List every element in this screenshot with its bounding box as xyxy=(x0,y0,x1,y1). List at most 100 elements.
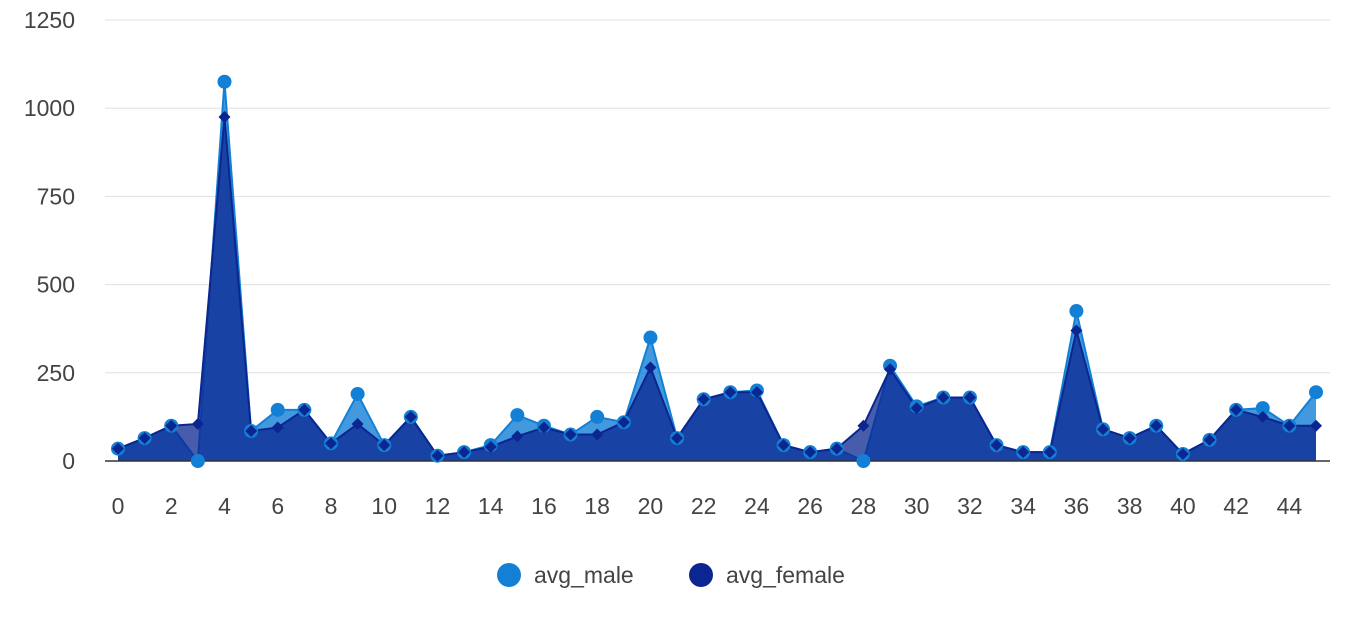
point-avg_female[interactable] xyxy=(1256,410,1269,423)
x-tick-label: 20 xyxy=(638,493,664,519)
point-avg_female[interactable] xyxy=(1230,403,1243,416)
x-tick-label: 8 xyxy=(325,493,338,519)
point-avg_female[interactable] xyxy=(804,446,817,459)
point-avg_female[interactable] xyxy=(351,417,364,430)
grid-lines xyxy=(105,19,1330,374)
point-avg_female[interactable] xyxy=(963,391,976,404)
point-avg_male[interactable] xyxy=(643,330,658,345)
point-avg_male[interactable] xyxy=(510,408,525,423)
area-avg_female xyxy=(118,117,1316,462)
x-tick-label: 2 xyxy=(165,493,178,519)
legend-swatch xyxy=(689,563,713,587)
point-avg_female[interactable] xyxy=(1203,433,1216,446)
point-avg_female[interactable] xyxy=(857,419,870,432)
y-tick-label: 1250 xyxy=(24,7,75,33)
point-avg_female[interactable] xyxy=(1070,324,1083,337)
x-tick-label: 38 xyxy=(1117,493,1143,519)
point-avg_female[interactable] xyxy=(298,403,311,416)
legend-swatch xyxy=(497,563,521,587)
point-avg_female[interactable] xyxy=(324,437,337,450)
point-avg_female[interactable] xyxy=(777,439,790,452)
x-tick-label: 42 xyxy=(1223,493,1249,519)
point-avg_female[interactable] xyxy=(271,421,284,434)
point-avg_female[interactable] xyxy=(697,393,710,406)
series-areas xyxy=(117,81,1317,464)
point-avg_female[interactable] xyxy=(937,391,950,404)
x-tick-label: 16 xyxy=(531,493,557,519)
x-tick-label: 32 xyxy=(957,493,983,519)
point-avg_female[interactable] xyxy=(112,442,124,455)
legend-item-avg_female[interactable]: avg_female xyxy=(689,562,845,588)
y-tick-label: 750 xyxy=(37,183,75,209)
x-tick-label: 26 xyxy=(797,493,823,519)
legend-label: avg_female xyxy=(726,562,845,588)
point-avg_female[interactable] xyxy=(990,439,1003,452)
x-tick-label: 10 xyxy=(371,493,397,519)
x-tick-label: 44 xyxy=(1277,493,1303,519)
point-avg_female[interactable] xyxy=(1017,446,1030,459)
x-tick-label: 24 xyxy=(744,493,770,519)
point-avg_male[interactable] xyxy=(1309,385,1323,400)
point-avg_female[interactable] xyxy=(910,402,923,415)
point-avg_female[interactable] xyxy=(511,430,524,443)
x-tick-label: 12 xyxy=(425,493,451,519)
point-avg_female[interactable] xyxy=(884,363,897,376)
point-avg_female[interactable] xyxy=(1043,446,1056,459)
point-avg_female[interactable] xyxy=(1310,419,1322,432)
x-tick-label: 36 xyxy=(1064,493,1090,519)
point-avg_male[interactable] xyxy=(217,74,232,89)
x-axis-tick-labels: 0 2 4 6 8 10 12 14 16 18 20 22 24 26 28 30 32 34 36 38 40 42 4… xyxy=(112,493,1303,519)
point-avg_female[interactable] xyxy=(1123,432,1136,445)
x-tick-label: 0 xyxy=(112,493,125,519)
x-tick-label: 34 xyxy=(1010,493,1036,519)
x-tick-label: 30 xyxy=(904,493,930,519)
point-avg_female[interactable] xyxy=(1176,447,1189,460)
point-avg_female[interactable] xyxy=(750,386,763,399)
point-avg_female[interactable] xyxy=(245,425,258,438)
point-avg_male[interactable] xyxy=(590,409,605,424)
point-avg_female[interactable] xyxy=(671,432,684,445)
point-avg_female[interactable] xyxy=(644,361,657,374)
legend-item-avg_male[interactable]: avg_male xyxy=(497,562,634,588)
point-avg_male[interactable] xyxy=(1069,304,1084,319)
point-avg_female[interactable] xyxy=(378,439,391,452)
point-avg_female[interactable] xyxy=(537,421,550,434)
point-avg_female[interactable] xyxy=(1283,419,1296,432)
point-avg_male[interactable] xyxy=(270,402,285,417)
point-avg_female[interactable] xyxy=(458,446,471,459)
point-avg_female[interactable] xyxy=(617,416,630,429)
point-avg_female[interactable] xyxy=(830,442,843,455)
point-avg_female[interactable] xyxy=(165,419,178,432)
y-tick-label: 500 xyxy=(37,272,75,298)
point-avg_female[interactable] xyxy=(484,440,497,453)
point-avg_female[interactable] xyxy=(138,432,151,445)
x-tick-label: 14 xyxy=(478,493,504,519)
point-avg_female[interactable] xyxy=(591,428,604,441)
point-avg_female[interactable] xyxy=(724,386,737,399)
point-avg_female[interactable] xyxy=(1097,423,1110,436)
point-avg_male[interactable] xyxy=(350,386,365,401)
point-avg_male[interactable] xyxy=(1255,401,1270,416)
point-avg_female[interactable] xyxy=(1150,419,1163,432)
y-tick-label: 250 xyxy=(37,360,75,386)
y-axis-tick-labels: 0 250 500 750 1000 1250 xyxy=(24,7,75,474)
point-avg_male[interactable] xyxy=(856,454,871,468)
point-avg_female[interactable] xyxy=(564,428,577,441)
x-tick-label: 40 xyxy=(1170,493,1196,519)
x-tick-label: 28 xyxy=(851,493,877,519)
y-tick-label: 0 xyxy=(62,448,75,474)
legend: avg_male avg_female xyxy=(497,562,845,588)
point-avg_female[interactable] xyxy=(191,417,204,430)
point-avg_female[interactable] xyxy=(218,111,231,124)
legend-label: avg_male xyxy=(534,562,634,588)
x-tick-label: 18 xyxy=(584,493,610,519)
x-tick-label: 6 xyxy=(271,493,284,519)
point-avg_female[interactable] xyxy=(431,449,444,462)
line-avg_female xyxy=(117,116,1316,457)
point-avg_male[interactable] xyxy=(190,454,205,468)
x-tick-label: 22 xyxy=(691,493,717,519)
y-tick-label: 1000 xyxy=(24,95,75,121)
point-avg_female[interactable] xyxy=(404,410,417,423)
